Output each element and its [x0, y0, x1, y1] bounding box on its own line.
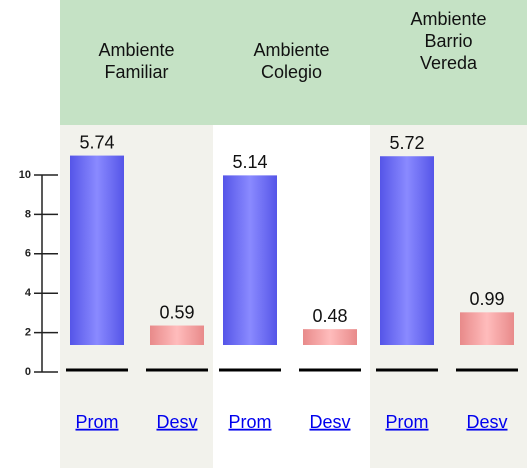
column-title: Familiar	[104, 62, 168, 82]
axis-tick-label: 10	[19, 169, 31, 181]
column-title: Barrio	[424, 31, 472, 51]
column-header	[60, 0, 213, 125]
bar	[223, 175, 277, 345]
axis-tick-label: 4	[25, 287, 32, 299]
value-label: 0.48	[312, 306, 347, 326]
bar-link[interactable]: Desv	[156, 412, 197, 432]
axis-tick-label: 0	[25, 366, 31, 378]
axis-tick-label: 6	[25, 248, 31, 260]
value-label: 5.74	[79, 132, 114, 152]
bar-link[interactable]: Prom	[228, 412, 271, 432]
value-label: 0.99	[469, 289, 504, 309]
bar	[70, 155, 124, 345]
column-title: Ambiente	[253, 40, 329, 60]
bar	[303, 329, 357, 345]
bar	[460, 312, 514, 345]
column-title: Vereda	[420, 53, 478, 73]
bar	[380, 156, 434, 345]
bar-link[interactable]: Prom	[385, 412, 428, 432]
value-label: 5.72	[389, 133, 424, 153]
column-title: Ambiente	[98, 40, 174, 60]
column-header	[213, 0, 370, 125]
bar-link[interactable]: Desv	[466, 412, 507, 432]
axis-tick-label: 2	[25, 327, 31, 339]
bar	[150, 325, 204, 345]
axis-tick-label: 8	[25, 208, 31, 220]
value-label: 0.59	[159, 302, 194, 322]
column-header	[370, 0, 527, 125]
column-title: Colegio	[261, 62, 322, 82]
column-title: Ambiente	[410, 9, 486, 29]
value-label: 5.14	[232, 152, 267, 172]
bar-link[interactable]: Prom	[75, 412, 118, 432]
bar-link[interactable]: Desv	[309, 412, 350, 432]
